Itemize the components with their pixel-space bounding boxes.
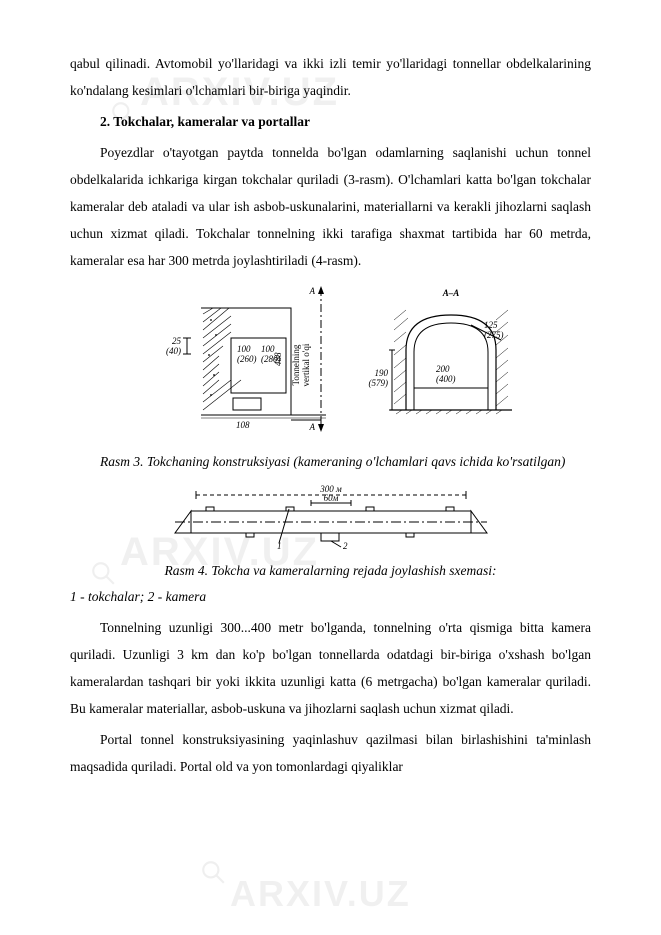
figure-4-legend: 1 - tokchalar; 2 - kamera xyxy=(70,585,591,609)
dim: 25 xyxy=(172,336,182,346)
label: A xyxy=(308,286,315,296)
figure-3-svg: A A Tonnelning vertikal o'qi xyxy=(141,280,521,440)
dim: 488 xyxy=(273,352,283,366)
figure-4: 300 м 60м 1 2 xyxy=(70,481,591,551)
label: A xyxy=(308,422,315,432)
legend-2: 2 xyxy=(343,541,348,551)
legend-1: 1 xyxy=(277,541,282,551)
dim: 100 xyxy=(237,344,251,354)
watermark: ARXIV.UZ xyxy=(230,873,411,915)
dim: (579) xyxy=(368,378,388,388)
magnifier-icon xyxy=(200,859,226,885)
paragraph: Poyezdlar o'tayotgan paytda tonnelda bo'… xyxy=(70,139,591,274)
dim: (260) xyxy=(237,354,257,364)
figure-4-svg: 300 м 60м 1 2 xyxy=(161,481,501,551)
figure-4-caption: Rasm 4. Tokcha va kameralarning rejada j… xyxy=(70,559,591,583)
paragraph: Tonnelning uzunligi 300...400 metr bo'lg… xyxy=(70,614,591,722)
paragraph: Portal tonnel konstruksiyasining yaqinla… xyxy=(70,726,591,780)
dim: 100 xyxy=(261,344,275,354)
axis-label: Tonnelning xyxy=(291,344,301,385)
dim: 125 xyxy=(484,320,498,330)
heading-2: 2. Tokchalar, kameralar va portallar xyxy=(70,108,591,135)
dim: (40) xyxy=(166,346,181,356)
dim: 60м xyxy=(323,493,338,503)
dim: 200 xyxy=(436,364,450,374)
dim: (275) xyxy=(484,330,504,340)
dim: 190 xyxy=(374,368,388,378)
paragraph: qabul qilinadi. Avtomobil yo'llaridagi v… xyxy=(70,50,591,104)
axis-label: vertikal o'qi xyxy=(301,343,311,386)
figure-3-caption: Rasm 3. Tokchaning konstruksiyasi (kamer… xyxy=(70,448,591,475)
section-label: A–A xyxy=(441,288,459,298)
dim: (400) xyxy=(436,374,456,384)
figure-3: A A Tonnelning vertikal o'qi xyxy=(70,280,591,440)
dim: 108 xyxy=(236,420,250,430)
